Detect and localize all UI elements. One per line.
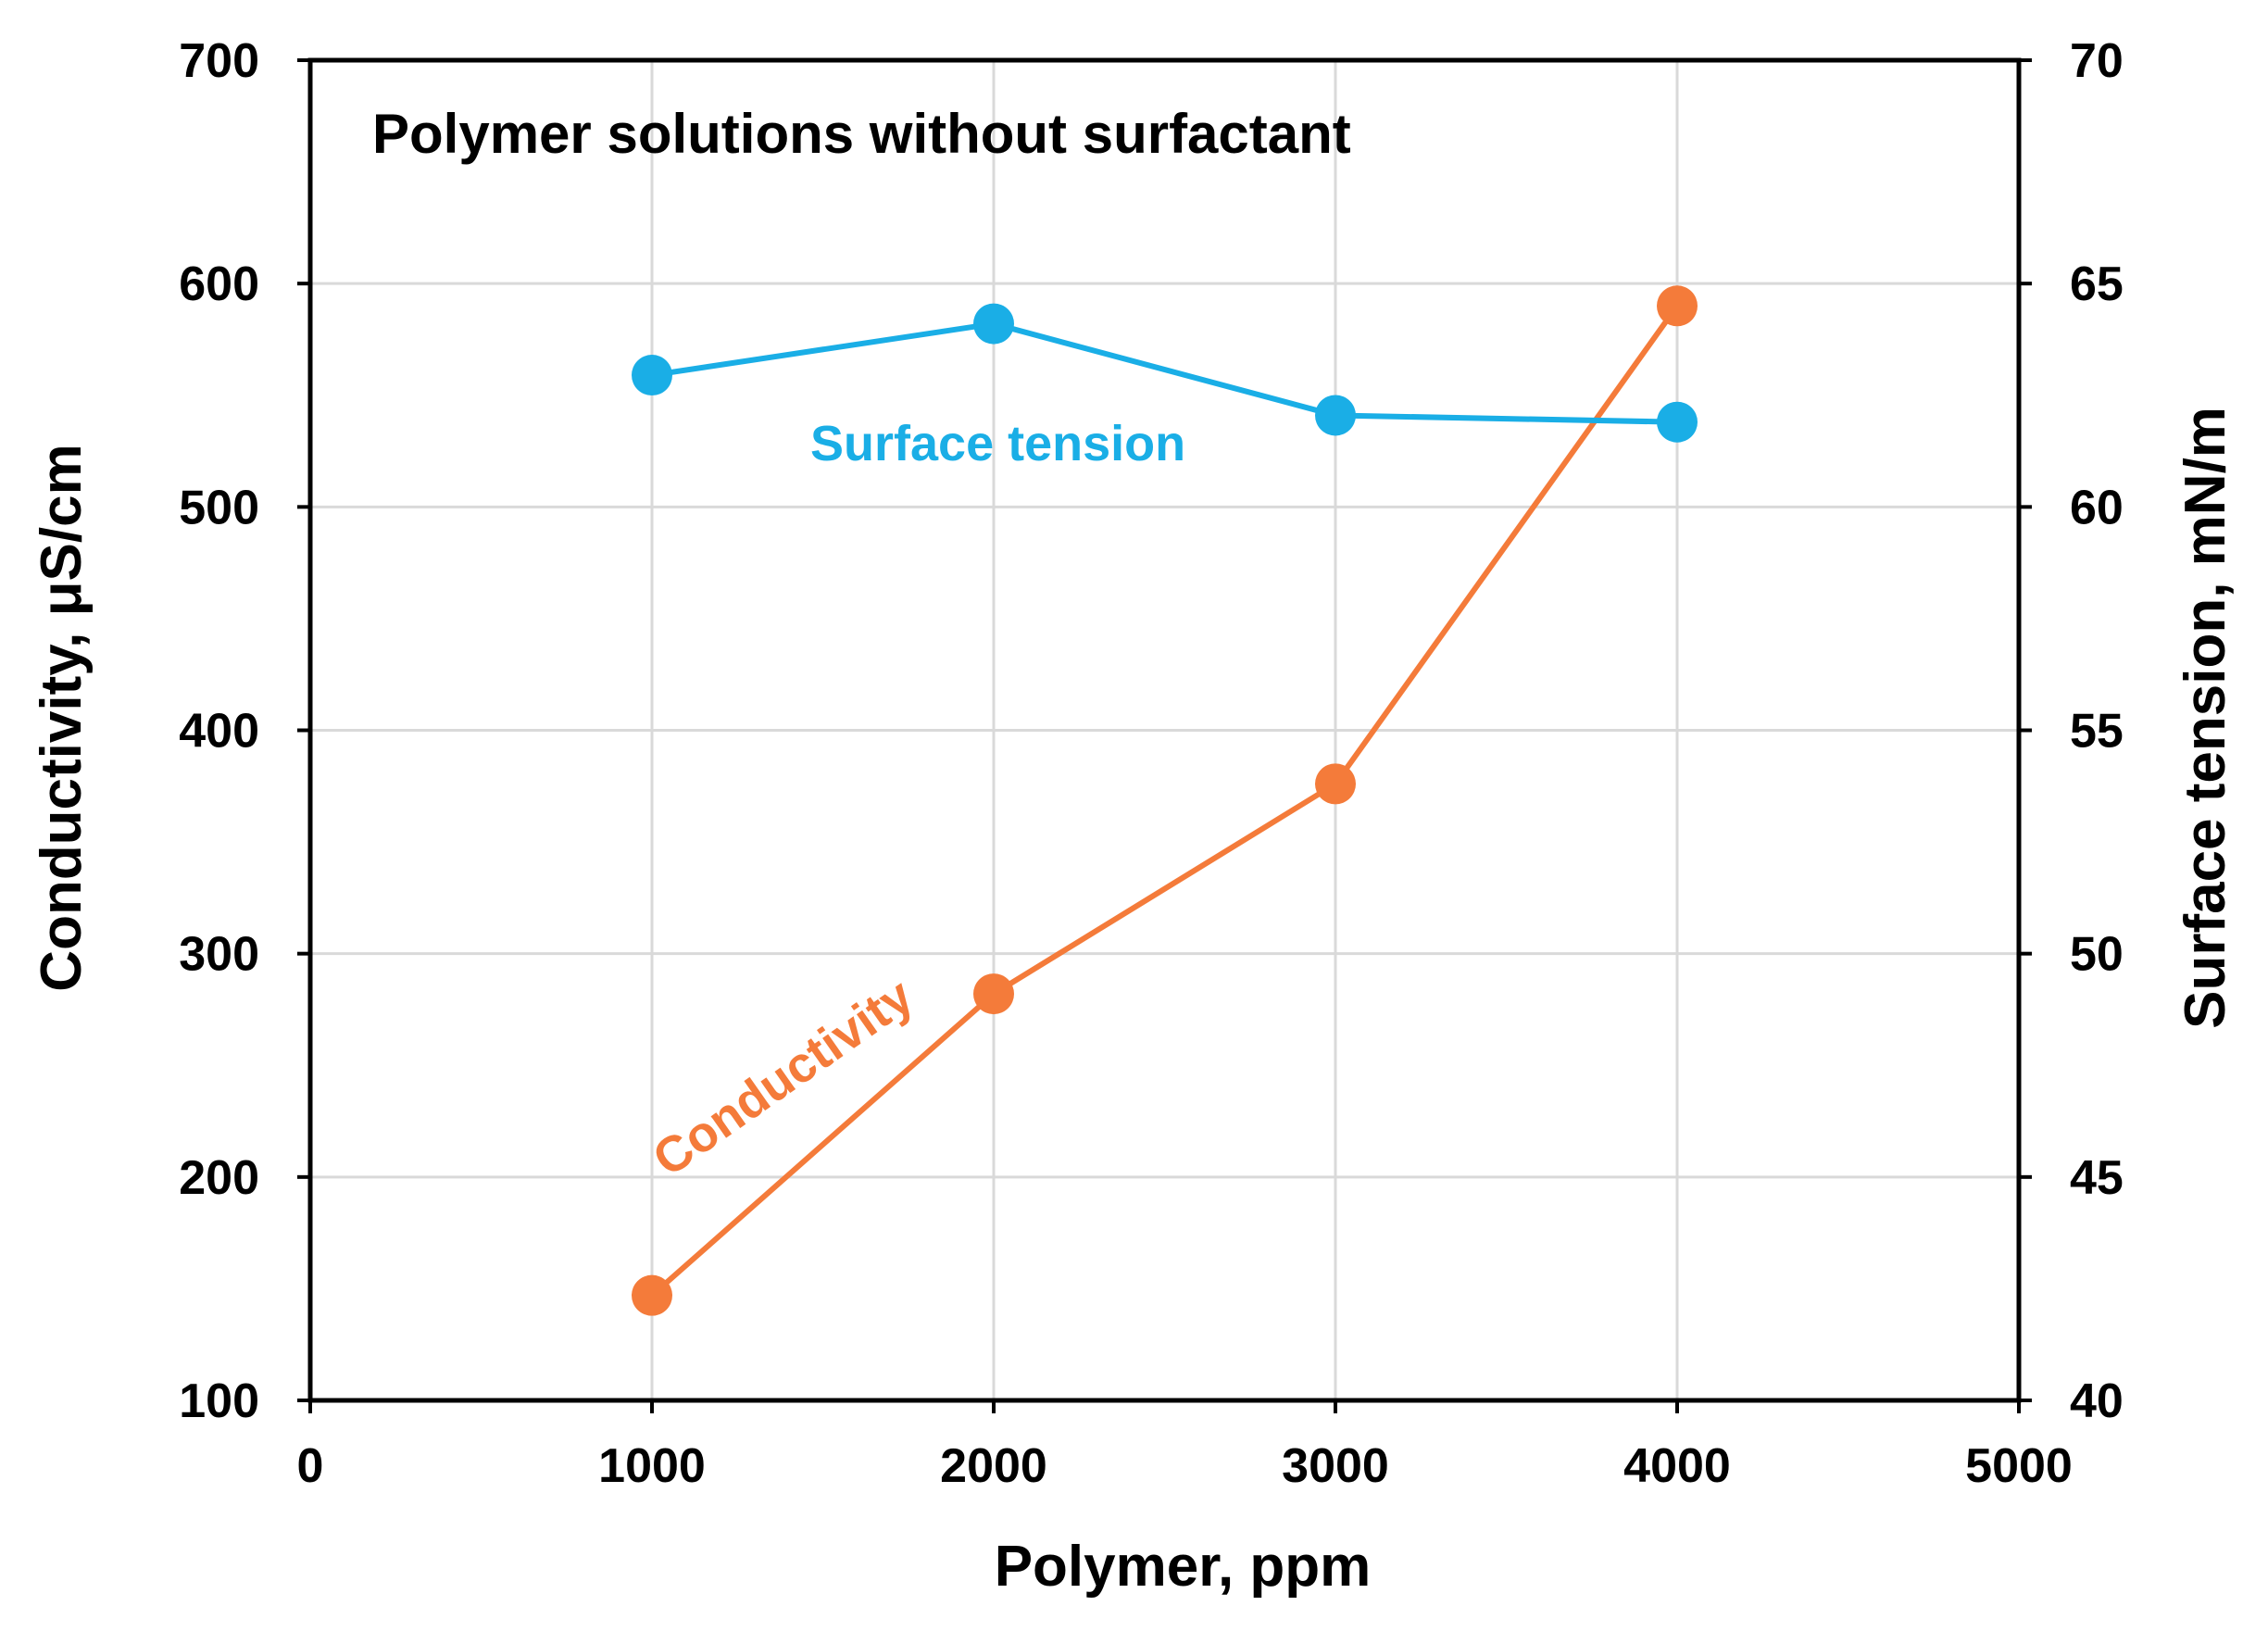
conductivity-series-label: Conductivity xyxy=(643,968,922,1187)
y-right-tick-label: 40 xyxy=(2070,1374,2124,1428)
y-right-tick-label: 70 xyxy=(2070,34,2124,88)
surface-tension-point xyxy=(1657,401,1698,443)
conductivity-line xyxy=(650,304,1680,1298)
y-right-tick-label: 45 xyxy=(2070,1151,2124,1205)
x-tick-label: 3000 xyxy=(1282,1439,1389,1493)
y-left-tick-label: 700 xyxy=(179,34,259,88)
surface-tension-series-label: Surface tension xyxy=(810,416,1185,471)
conductivity-point xyxy=(1657,285,1698,327)
y-right-tick-label: 50 xyxy=(2070,928,2124,982)
series-layer xyxy=(632,285,1698,1316)
grid xyxy=(310,60,2019,1400)
conductivity-point xyxy=(1315,763,1356,805)
y-axis-right-title: Surface tension, mN/m xyxy=(2174,407,2237,1029)
y-axis-left-title: Conductivity, μS/cm xyxy=(30,444,94,991)
x-tick-label: 2000 xyxy=(940,1439,1047,1493)
axis-ticks: 0 1000 2000 3000 4000 5000 100 200 300 400 500 600 7… xyxy=(179,34,2124,1493)
y-left-tick-label: 500 xyxy=(179,481,259,534)
y-right-tick-label: 60 xyxy=(2070,481,2124,534)
x-tick-label: 0 xyxy=(297,1439,324,1493)
conductivity-point xyxy=(973,973,1014,1015)
y-left-tick-label: 400 xyxy=(179,705,259,759)
surface-tension-point xyxy=(1315,395,1356,436)
x-tick-label: 4000 xyxy=(1623,1439,1731,1493)
y-left-tick-label: 100 xyxy=(179,1374,259,1428)
y-left-tick-label: 600 xyxy=(179,257,259,311)
x-tick-label: 5000 xyxy=(1965,1439,2073,1493)
surface-tension-point xyxy=(973,303,1014,345)
y-right-tick-label: 55 xyxy=(2070,705,2124,759)
x-axis-title: Polymer, ppm xyxy=(995,1535,1372,1599)
chart-title: Polymer solutions without surfactant xyxy=(372,103,1351,165)
conductivity-point xyxy=(632,1274,672,1316)
y-right-tick-label: 65 xyxy=(2070,257,2124,311)
x-tick-label: 1000 xyxy=(598,1439,706,1493)
y-left-tick-label: 300 xyxy=(179,928,259,982)
surface-tension-point xyxy=(632,355,672,396)
surface-tension-line xyxy=(651,320,1678,425)
y-left-tick-label: 200 xyxy=(179,1151,259,1205)
